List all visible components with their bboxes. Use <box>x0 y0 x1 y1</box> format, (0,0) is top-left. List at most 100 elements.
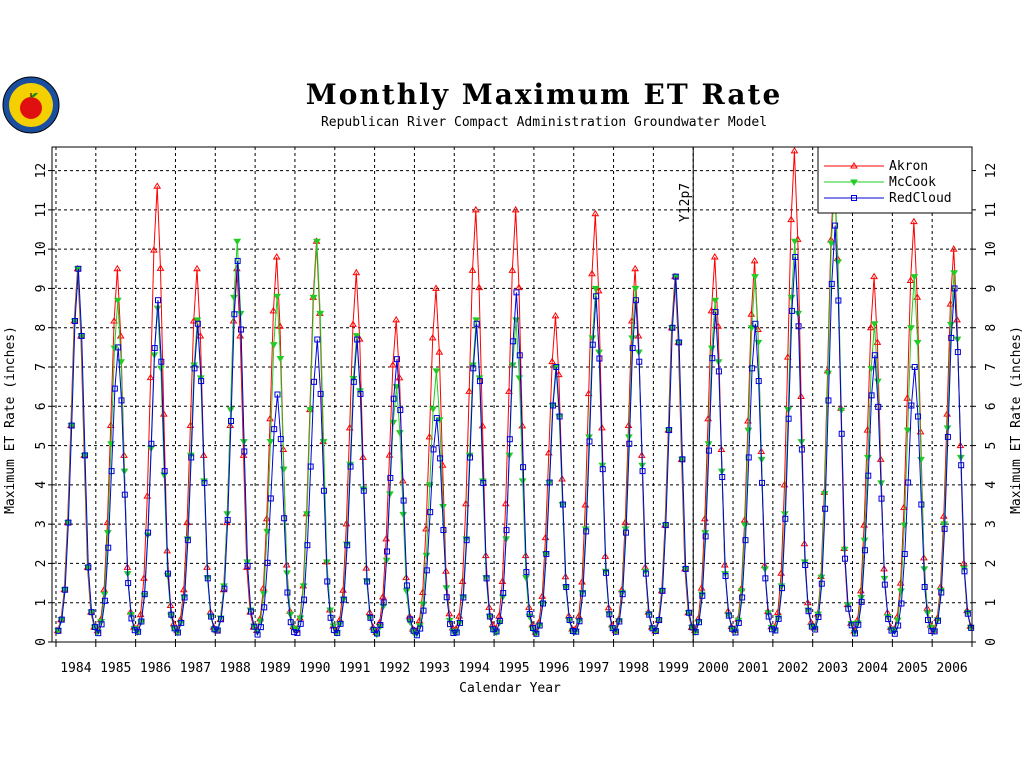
data-point <box>281 515 288 522</box>
data-point <box>400 497 407 504</box>
chart-subtitle: Republican River Compact Administration … <box>321 115 767 130</box>
data-point <box>337 620 344 627</box>
data-point <box>423 567 430 574</box>
data-point <box>802 562 809 568</box>
data-point <box>103 530 112 537</box>
data-point <box>141 591 148 598</box>
data-point <box>347 463 354 470</box>
x-tick-label: 2000 <box>697 661 728 676</box>
data-point <box>269 342 278 349</box>
data-point <box>705 447 712 454</box>
data-point <box>472 317 481 324</box>
data-point <box>941 525 948 532</box>
data-point <box>621 526 630 533</box>
data-point <box>118 397 125 404</box>
data-point <box>820 491 829 498</box>
data-point <box>785 415 792 422</box>
data-point <box>211 626 218 633</box>
data-point <box>194 320 201 327</box>
data-point <box>184 537 191 544</box>
data-point <box>150 246 158 253</box>
data-point <box>870 321 879 328</box>
y-tick-label-right: 12 <box>984 163 999 179</box>
y-tick-label-right: 3 <box>984 520 999 528</box>
data-point <box>917 456 925 464</box>
data-point <box>559 501 566 508</box>
data-point <box>460 594 467 601</box>
data-point <box>420 607 427 614</box>
data-point <box>204 575 211 582</box>
data-point <box>384 548 391 555</box>
y-tick-label-right: 9 <box>984 285 999 293</box>
plot-frame <box>51 146 973 643</box>
data-point <box>437 455 444 462</box>
data-point <box>744 417 752 424</box>
y-tick-label: 10 <box>34 241 49 257</box>
data-point <box>309 294 318 302</box>
data-point <box>388 360 397 368</box>
data-point <box>798 446 805 453</box>
data-point <box>313 238 321 246</box>
data-point <box>737 588 746 595</box>
data-point <box>835 297 842 304</box>
y-tick-label-right: 10 <box>984 241 999 257</box>
data-point <box>851 195 857 201</box>
y-axis-label-left: Maximum ET Rate (inches) <box>3 326 18 514</box>
data-point <box>787 215 796 223</box>
data-point <box>742 537 749 544</box>
data-point <box>594 286 603 294</box>
data-point <box>897 588 905 595</box>
y-tick-label: 1 <box>34 599 49 607</box>
data-point <box>797 392 805 399</box>
data-point <box>530 625 537 632</box>
data-point <box>958 462 965 469</box>
data-point <box>749 365 756 372</box>
data-point <box>585 434 593 441</box>
data-point <box>739 594 746 601</box>
data-point <box>924 617 931 623</box>
data-point <box>682 565 689 572</box>
data-point <box>626 440 633 447</box>
data-point <box>115 344 122 351</box>
data-point <box>367 614 374 621</box>
data-point <box>377 622 384 629</box>
data-point <box>676 339 683 346</box>
x-axis-label: Calendar Year <box>459 681 561 696</box>
y-tick-label: 2 <box>34 560 49 568</box>
data-point <box>428 333 437 341</box>
data-point <box>656 617 663 624</box>
data-point <box>603 569 610 576</box>
data-point <box>689 624 696 631</box>
data-point <box>334 629 341 636</box>
data-point <box>277 436 284 443</box>
y-tick-label: 6 <box>34 402 49 410</box>
data-point <box>181 594 188 601</box>
data-point <box>609 625 616 632</box>
data-point <box>201 479 208 486</box>
data-point <box>435 348 444 355</box>
data-point <box>468 266 477 273</box>
data-point <box>866 323 875 331</box>
data-point <box>284 589 291 596</box>
data-point <box>596 355 603 362</box>
data-point <box>704 441 713 448</box>
x-tick-label: 1987 <box>180 661 211 676</box>
x-tick-label: 1984 <box>60 661 91 676</box>
data-point <box>583 528 590 535</box>
data-point <box>450 630 457 637</box>
data-point <box>895 622 902 629</box>
data-point <box>413 632 420 639</box>
data-point <box>267 495 274 502</box>
data-point <box>629 345 636 352</box>
x-tick-label: 2005 <box>897 661 928 676</box>
data-point <box>506 436 513 443</box>
data-point <box>961 568 968 575</box>
data-point <box>233 238 242 246</box>
data-point <box>539 600 546 607</box>
data-point <box>744 427 753 435</box>
data-point <box>672 273 679 280</box>
data-point <box>344 542 351 549</box>
data-point <box>652 628 659 635</box>
y-tick-label: 11 <box>34 202 49 218</box>
data-point <box>906 276 915 283</box>
